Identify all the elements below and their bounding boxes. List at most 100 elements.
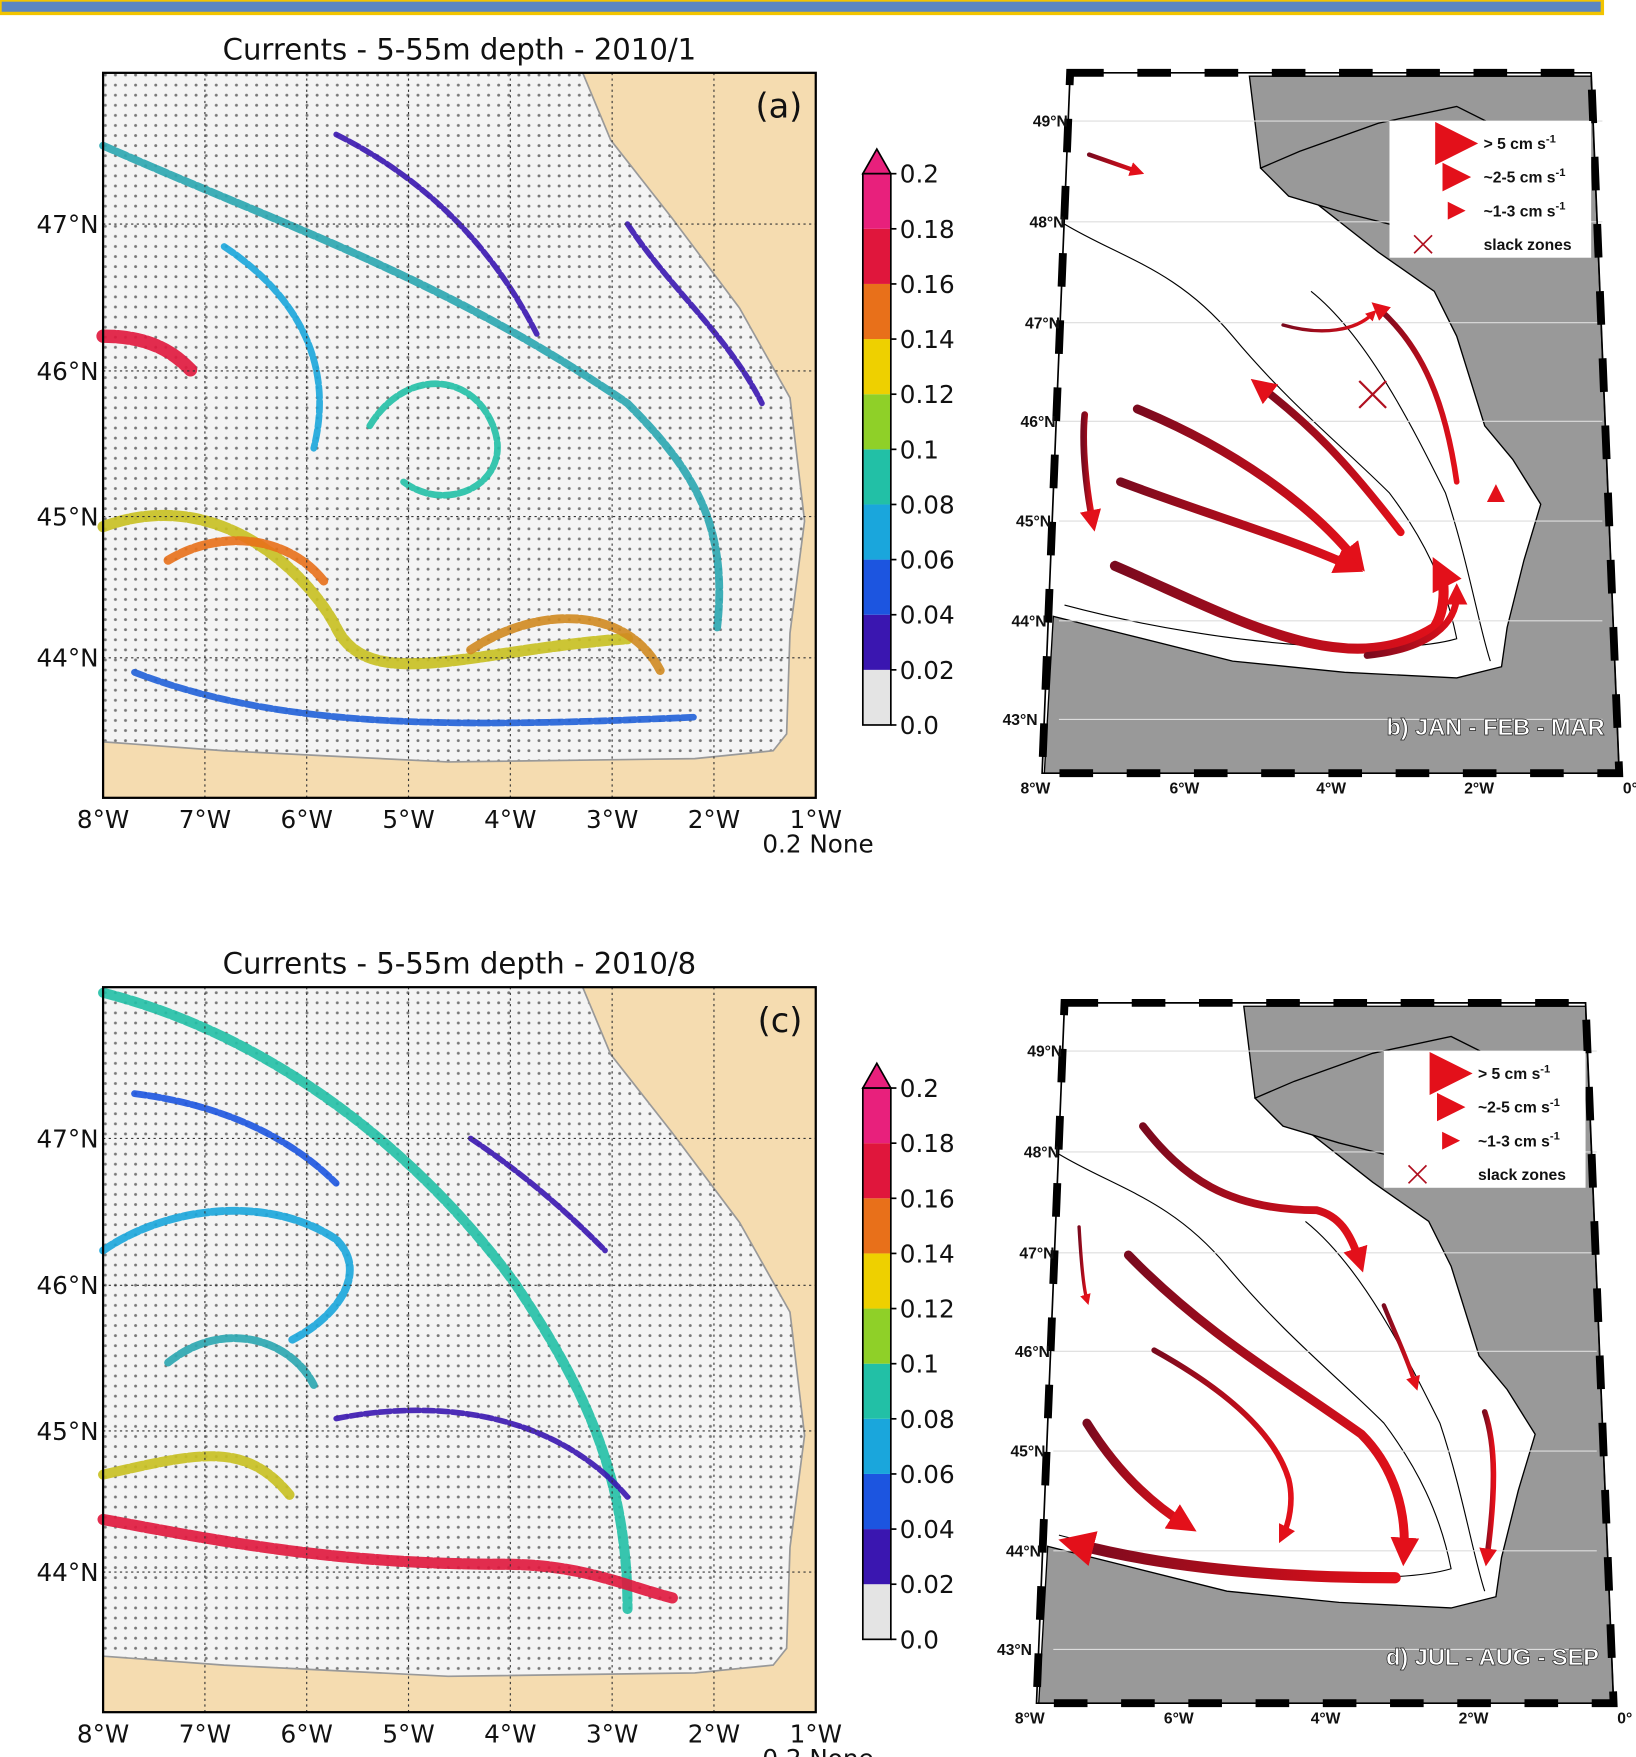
panel-tag: (c): [758, 1001, 803, 1040]
lat-label: 44°N: [1012, 613, 1047, 630]
colorbar-segment: [862, 173, 891, 229]
colorbar-tick-label: 0.0: [900, 711, 939, 740]
lon-label: 0°: [1617, 1710, 1632, 1727]
lon-label: 1°W: [790, 805, 842, 834]
colorbar-tick-label: 0.18: [900, 1129, 955, 1158]
current-band: [164, 1334, 318, 1389]
colorbar-segment: [862, 1308, 891, 1364]
colorbar-tick-label: 0.1: [900, 1350, 939, 1379]
lat-label: 46°N: [37, 357, 99, 386]
current-band: [333, 131, 541, 339]
lat-label: 44°N: [37, 644, 99, 673]
slack-zone: [1358, 380, 1387, 409]
lon-label: 0°: [1623, 780, 1636, 797]
current-band: [624, 221, 765, 407]
colorbar-segment: [862, 1088, 891, 1144]
current-arrow: [1086, 152, 1145, 176]
lat-label: 47°N: [1025, 315, 1060, 332]
colorbar-segment: [862, 228, 891, 284]
colorbar-tick-label: 0.02: [900, 656, 955, 685]
legend-text: slack zones: [1484, 237, 1572, 254]
colorbar-tick-label: 0.12: [900, 380, 955, 409]
current-arrow: [1151, 1347, 1296, 1544]
lon-label: 2°W: [688, 805, 740, 834]
colorbar-tick-label: 0.08: [900, 490, 955, 519]
current-arrow: [1077, 1225, 1091, 1305]
legend-text: > 5 cm s: [1484, 136, 1547, 153]
panel-tag: b) JAN - FEB - MAR: [1386, 714, 1604, 740]
lon-label: 8°W: [77, 805, 129, 834]
colorbar-segment: [862, 1529, 891, 1585]
colorbar-tick-label: 0.16: [900, 270, 955, 299]
legend-label: ~2-5 cm s-1: [1484, 167, 1566, 187]
current-band: [220, 243, 323, 452]
lon-label: 4°W: [1311, 1710, 1341, 1727]
colorbar-tick-label: 0.02: [900, 1570, 955, 1599]
sea: [102, 986, 806, 1678]
current-arrow: [1281, 309, 1377, 333]
legend-superscript: -1: [1540, 1063, 1550, 1075]
legend-text: slack zones: [1478, 1167, 1566, 1184]
legend-superscript: -1: [1555, 167, 1565, 179]
colorbar-tick-label: 0.18: [900, 215, 955, 244]
current-arrow: [1079, 411, 1101, 532]
map-frame: [101, 986, 817, 1714]
legend-text: ~2-5 cm s: [1484, 170, 1556, 187]
colorbar-segment: [862, 1198, 891, 1254]
current-arrow: [1381, 1303, 1420, 1391]
lon-label: 4°W: [1316, 780, 1346, 797]
lon-label: 6°W: [281, 805, 333, 834]
colorbar-tick-label: 0.1: [900, 435, 939, 464]
colorbar-tick-label: 0.04: [900, 1515, 955, 1544]
colorbar-tick-label: 0.06: [900, 546, 955, 575]
colorbar-tick-label: 0.0: [900, 1625, 939, 1654]
isobath: [1310, 290, 1491, 662]
colorbar-tick-label: 0.04: [900, 601, 955, 630]
lon-label: 5°W: [382, 805, 434, 834]
colorbar-tick-label: 0.2: [900, 160, 939, 189]
colorbar-segment: [862, 339, 891, 395]
lon-label: 8°W: [1015, 1710, 1045, 1727]
colorbar-extend: [861, 147, 893, 175]
lon-label: 1°W: [790, 1719, 842, 1748]
legend-label: slack zones: [1478, 1167, 1566, 1184]
current-arrow: [1250, 378, 1405, 537]
colorbar-segment: [862, 559, 891, 615]
legend-text: ~1-3 cm s: [1484, 203, 1556, 220]
legend-text: ~1-3 cm s: [1478, 1133, 1550, 1150]
current-arrow: [1479, 1409, 1498, 1567]
colorbar-tick-label: 0.2: [900, 1074, 939, 1103]
lat-label: 44°N: [1006, 1543, 1041, 1560]
lat-label: 45°N: [37, 1417, 99, 1446]
colorbar-tick-label: 0.14: [900, 1239, 955, 1268]
panel-title: Currents - 5-55m depth - 2010/8: [223, 947, 697, 981]
legend-superscript: -1: [1550, 1097, 1560, 1109]
map-frame-inner: [1035, 1002, 1615, 1705]
map-frame-inner: [1041, 71, 1621, 775]
scale-note: 0.2 None: [762, 1744, 873, 1757]
colorbar-extend: [861, 1061, 893, 1089]
panel-tag: (a): [755, 87, 802, 126]
colorbar-tick-label: 0.12: [900, 1295, 955, 1324]
colorbar-segment: [862, 1473, 891, 1530]
lon-label: 8°W: [1020, 780, 1050, 797]
legend-text: > 5 cm s: [1478, 1066, 1541, 1083]
lat-label: 43°N: [997, 1642, 1032, 1659]
lon-label: 4°W: [484, 805, 536, 834]
legend-text: ~2-5 cm s: [1478, 1100, 1550, 1117]
current-arrow: [1123, 1250, 1420, 1567]
colorbar-segment: [862, 1253, 891, 1309]
lat-label: 45°N: [1016, 514, 1051, 531]
sea: [102, 71, 806, 763]
lon-label: 8°W: [77, 1719, 129, 1748]
current-band: [467, 1135, 608, 1254]
legend-slack: [1413, 234, 1433, 254]
lat-label: 49°N: [1033, 114, 1068, 131]
legend-slack: [1407, 1164, 1428, 1184]
current-band: [131, 668, 699, 727]
current-arrow: [1116, 477, 1364, 573]
colorbar-segment: [862, 504, 891, 560]
